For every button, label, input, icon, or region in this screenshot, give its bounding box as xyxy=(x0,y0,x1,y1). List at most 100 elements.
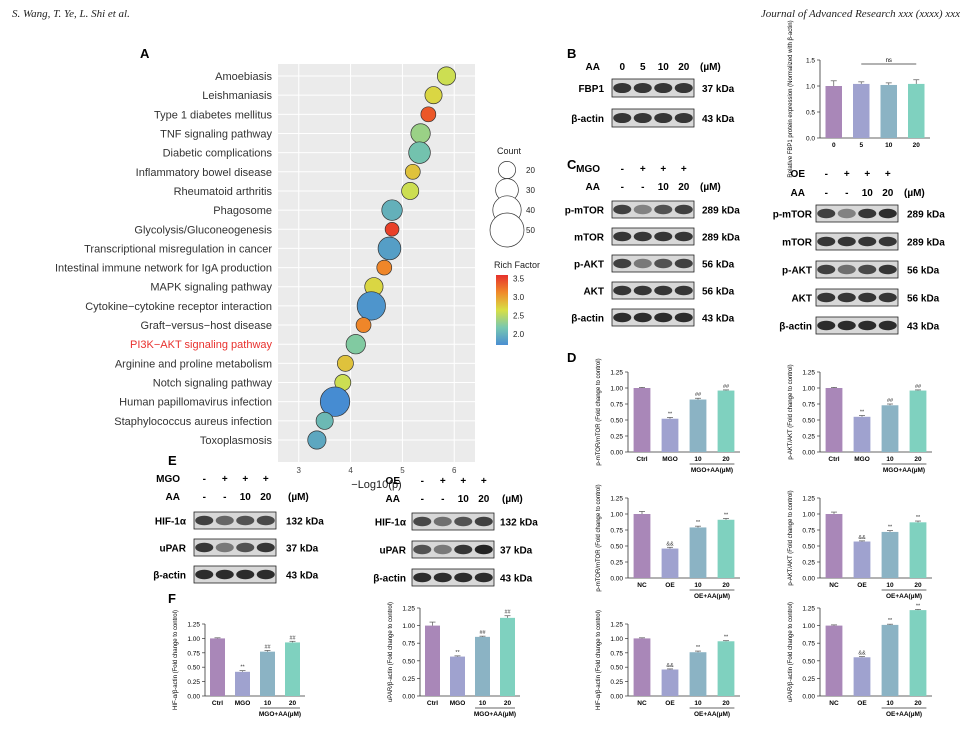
chart-d_pakt_oe-y-tick-label: 0.50 xyxy=(802,544,815,551)
chart-d_pmtor_mgo-y-label: p-mTOR/mTOR (Fold change to control) xyxy=(596,358,602,465)
kegg-pathway-label: Diabetic complications xyxy=(163,148,273,160)
chart-f_hif_oe-y-tick-label: 0.00 xyxy=(610,694,623,701)
chart-b_fbp1-ns-label: ns xyxy=(886,58,892,64)
chart-f_hif_oe-x-tick-label: 20 xyxy=(722,700,730,707)
blot-c-left-aa-conc: 10 xyxy=(658,182,670,193)
blot-e-left-row-strip xyxy=(193,565,277,584)
chart-d_pmtor_oe-sig-mark: ** xyxy=(724,512,729,518)
blot-c-left-row-band xyxy=(613,258,632,269)
chart-f_upar_mgo-y-tick-label: 0.25 xyxy=(402,676,415,683)
chart-f_upar_oe-y-tick-label: 1.00 xyxy=(802,623,815,630)
blot-b-row-name: β-actin xyxy=(571,114,604,125)
legend-rich-tick: 2.0 xyxy=(513,330,525,339)
legend-rich-tick: 2.5 xyxy=(513,312,525,321)
chart-d_pmtor_oe-sig-mark: ** xyxy=(696,520,701,526)
chart-d_pmtor_oe-bar xyxy=(717,519,735,578)
blot-e-right-row-strip xyxy=(411,540,495,559)
chart-f_hif_oe-x-tick-label: 10 xyxy=(694,700,702,707)
kegg-pathway-label: MAPK signaling pathway xyxy=(150,282,272,294)
blot-c-left-row-strip xyxy=(611,200,695,219)
blot-c-right-row-band xyxy=(858,236,877,247)
chart-d_pmtor_mgo-x-tick-label: 10 xyxy=(694,456,702,463)
chart-d_pmtor_mgo-x-tick-label: 20 xyxy=(722,456,730,463)
chart-f_hif_oe-y-tick-label: 0.75 xyxy=(610,650,623,657)
chart-f_upar_mgo-sig-mark: ## xyxy=(479,630,486,636)
chart-d_pmtor_oe-group-label: OE+AA(µM) xyxy=(694,593,730,600)
blot-c-right-row-strip xyxy=(815,288,899,307)
chart-d_pakt_mgo-bar xyxy=(825,388,843,452)
chart-f_hif_oe-bar xyxy=(689,652,707,696)
blot-c-left-unit: (µM) xyxy=(700,182,721,193)
chart-d_pakt_oe-x-tick-label: OE xyxy=(857,582,867,589)
blot-c-right-treat-mark: + xyxy=(844,169,850,180)
chart-b_fbp1-y-tick-label: 0.5 xyxy=(806,110,815,117)
chart-b_fbp1-bar xyxy=(853,83,870,138)
blot-c-right-row-band xyxy=(878,292,897,303)
legend-count-title: Count xyxy=(497,146,522,156)
chart-d_pakt_oe-y-label: p-AKT/AKT (Fold change to control) xyxy=(788,490,794,585)
blot-e-right-row-band xyxy=(454,572,473,583)
blot-c-left-row-band xyxy=(674,204,693,215)
blot-c-left-row-band xyxy=(633,231,652,242)
blot-c-right-row-kda: 43 kDa xyxy=(907,322,940,333)
blot-c-left-row-strip xyxy=(611,227,695,246)
kegg-x-label: −Log10(p) xyxy=(351,479,401,491)
blot-b-row-band xyxy=(633,82,652,94)
blot-b-row-strip xyxy=(611,108,695,128)
chart-d_pmtor_oe-x-tick-label: OE xyxy=(665,582,675,589)
chart-f_hif_mgo-x-tick-label: Ctrl xyxy=(212,700,223,707)
blot-c-left-row-band xyxy=(633,312,652,323)
blot-e-left-row-band xyxy=(215,515,234,526)
blot-c-left-row-name: β-actin xyxy=(571,314,604,325)
blot-e-left-treat-mark: - xyxy=(203,474,206,485)
kegg-pathway-label: Intestinal immune network for IgA produc… xyxy=(55,263,272,275)
blot-e-left-row-name: β-actin xyxy=(153,571,186,582)
chart-f_hif_oe-sig-mark: ** xyxy=(724,635,729,641)
kegg-bubble xyxy=(384,221,400,237)
blot-b-aa-conc: 5 xyxy=(640,62,646,73)
blot-c-left-row-name: p-AKT xyxy=(574,260,604,271)
blot-c-right-row-band xyxy=(878,264,897,275)
chart-f_hif_mgo-y-tick-label: 0.00 xyxy=(187,694,200,701)
chart-b_fbp1-bar xyxy=(880,84,897,138)
kegg-plot-bg xyxy=(278,64,475,462)
blot-c-right-row-band xyxy=(858,264,877,275)
chart-d_pakt_mgo-bar xyxy=(909,390,927,452)
chart-d_pmtor_oe-y-tick-label: 0.50 xyxy=(610,544,623,551)
blot-e-right-row-name: β-actin xyxy=(373,574,406,585)
blot-e-left-row-kda: 132 kDa xyxy=(286,517,324,528)
kegg-x-tick: 3 xyxy=(297,466,302,475)
chart-b_fbp1-x-tick-label: 0 xyxy=(832,142,836,149)
chart-f_hif_mgo-bar xyxy=(235,671,250,696)
chart-d_pmtor_mgo-y-tick-label: 1.25 xyxy=(610,370,623,377)
blot-e-right-row-band xyxy=(474,516,493,527)
chart-d_pakt_mgo-y-tick-label: 0.00 xyxy=(802,450,815,457)
blot-e-left-treat-mark: + xyxy=(242,474,248,485)
blot-c-right-row-band xyxy=(878,208,897,219)
chart-f_hif_mgo-sig-mark: ## xyxy=(289,635,296,641)
chart-d_pakt_mgo-bar xyxy=(881,405,899,452)
chart-d_pakt_mgo-bar xyxy=(853,416,871,452)
blot-c-left-row-band xyxy=(613,204,632,215)
chart-f_upar_mgo-bar xyxy=(475,636,490,696)
kegg-x-tick: 5 xyxy=(400,466,405,475)
blot-e-left-row-name: HIF-1α xyxy=(155,517,187,528)
chart-f_upar_mgo-bar xyxy=(500,617,515,696)
blot-c-left-row-band xyxy=(654,204,673,215)
chart-f_hif_mgo-y-tick-label: 0.75 xyxy=(187,650,200,657)
blot-e-right-aa-conc: 10 xyxy=(458,494,470,505)
chart-f_upar_mgo-y-tick-label: 0.50 xyxy=(402,658,415,665)
kegg-pathway-label: Phagosome xyxy=(213,205,272,217)
chart-d_pmtor_mgo-bar xyxy=(633,388,651,452)
blot-e-right-row-band xyxy=(413,572,432,583)
blot-c-right-row-band xyxy=(858,320,877,331)
kegg-bubble xyxy=(408,141,431,164)
chart-f_hif_mgo-group-label: MGO+AA(µM) xyxy=(259,711,301,718)
chart-f_hif_mgo-y-tick-label: 1.25 xyxy=(187,622,200,629)
chart-d_pakt_oe-sig-mark: ** xyxy=(888,525,893,531)
chart-d_pakt_mgo-group-label: MGO+AA(µM) xyxy=(883,467,925,474)
kegg-pathway-label: Rheumatoid arthritis xyxy=(174,186,273,198)
chart-f_upar_oe-group-label: OE+AA(µM) xyxy=(886,711,922,718)
chart-f_upar_oe-x-tick-label: NC xyxy=(829,700,839,707)
